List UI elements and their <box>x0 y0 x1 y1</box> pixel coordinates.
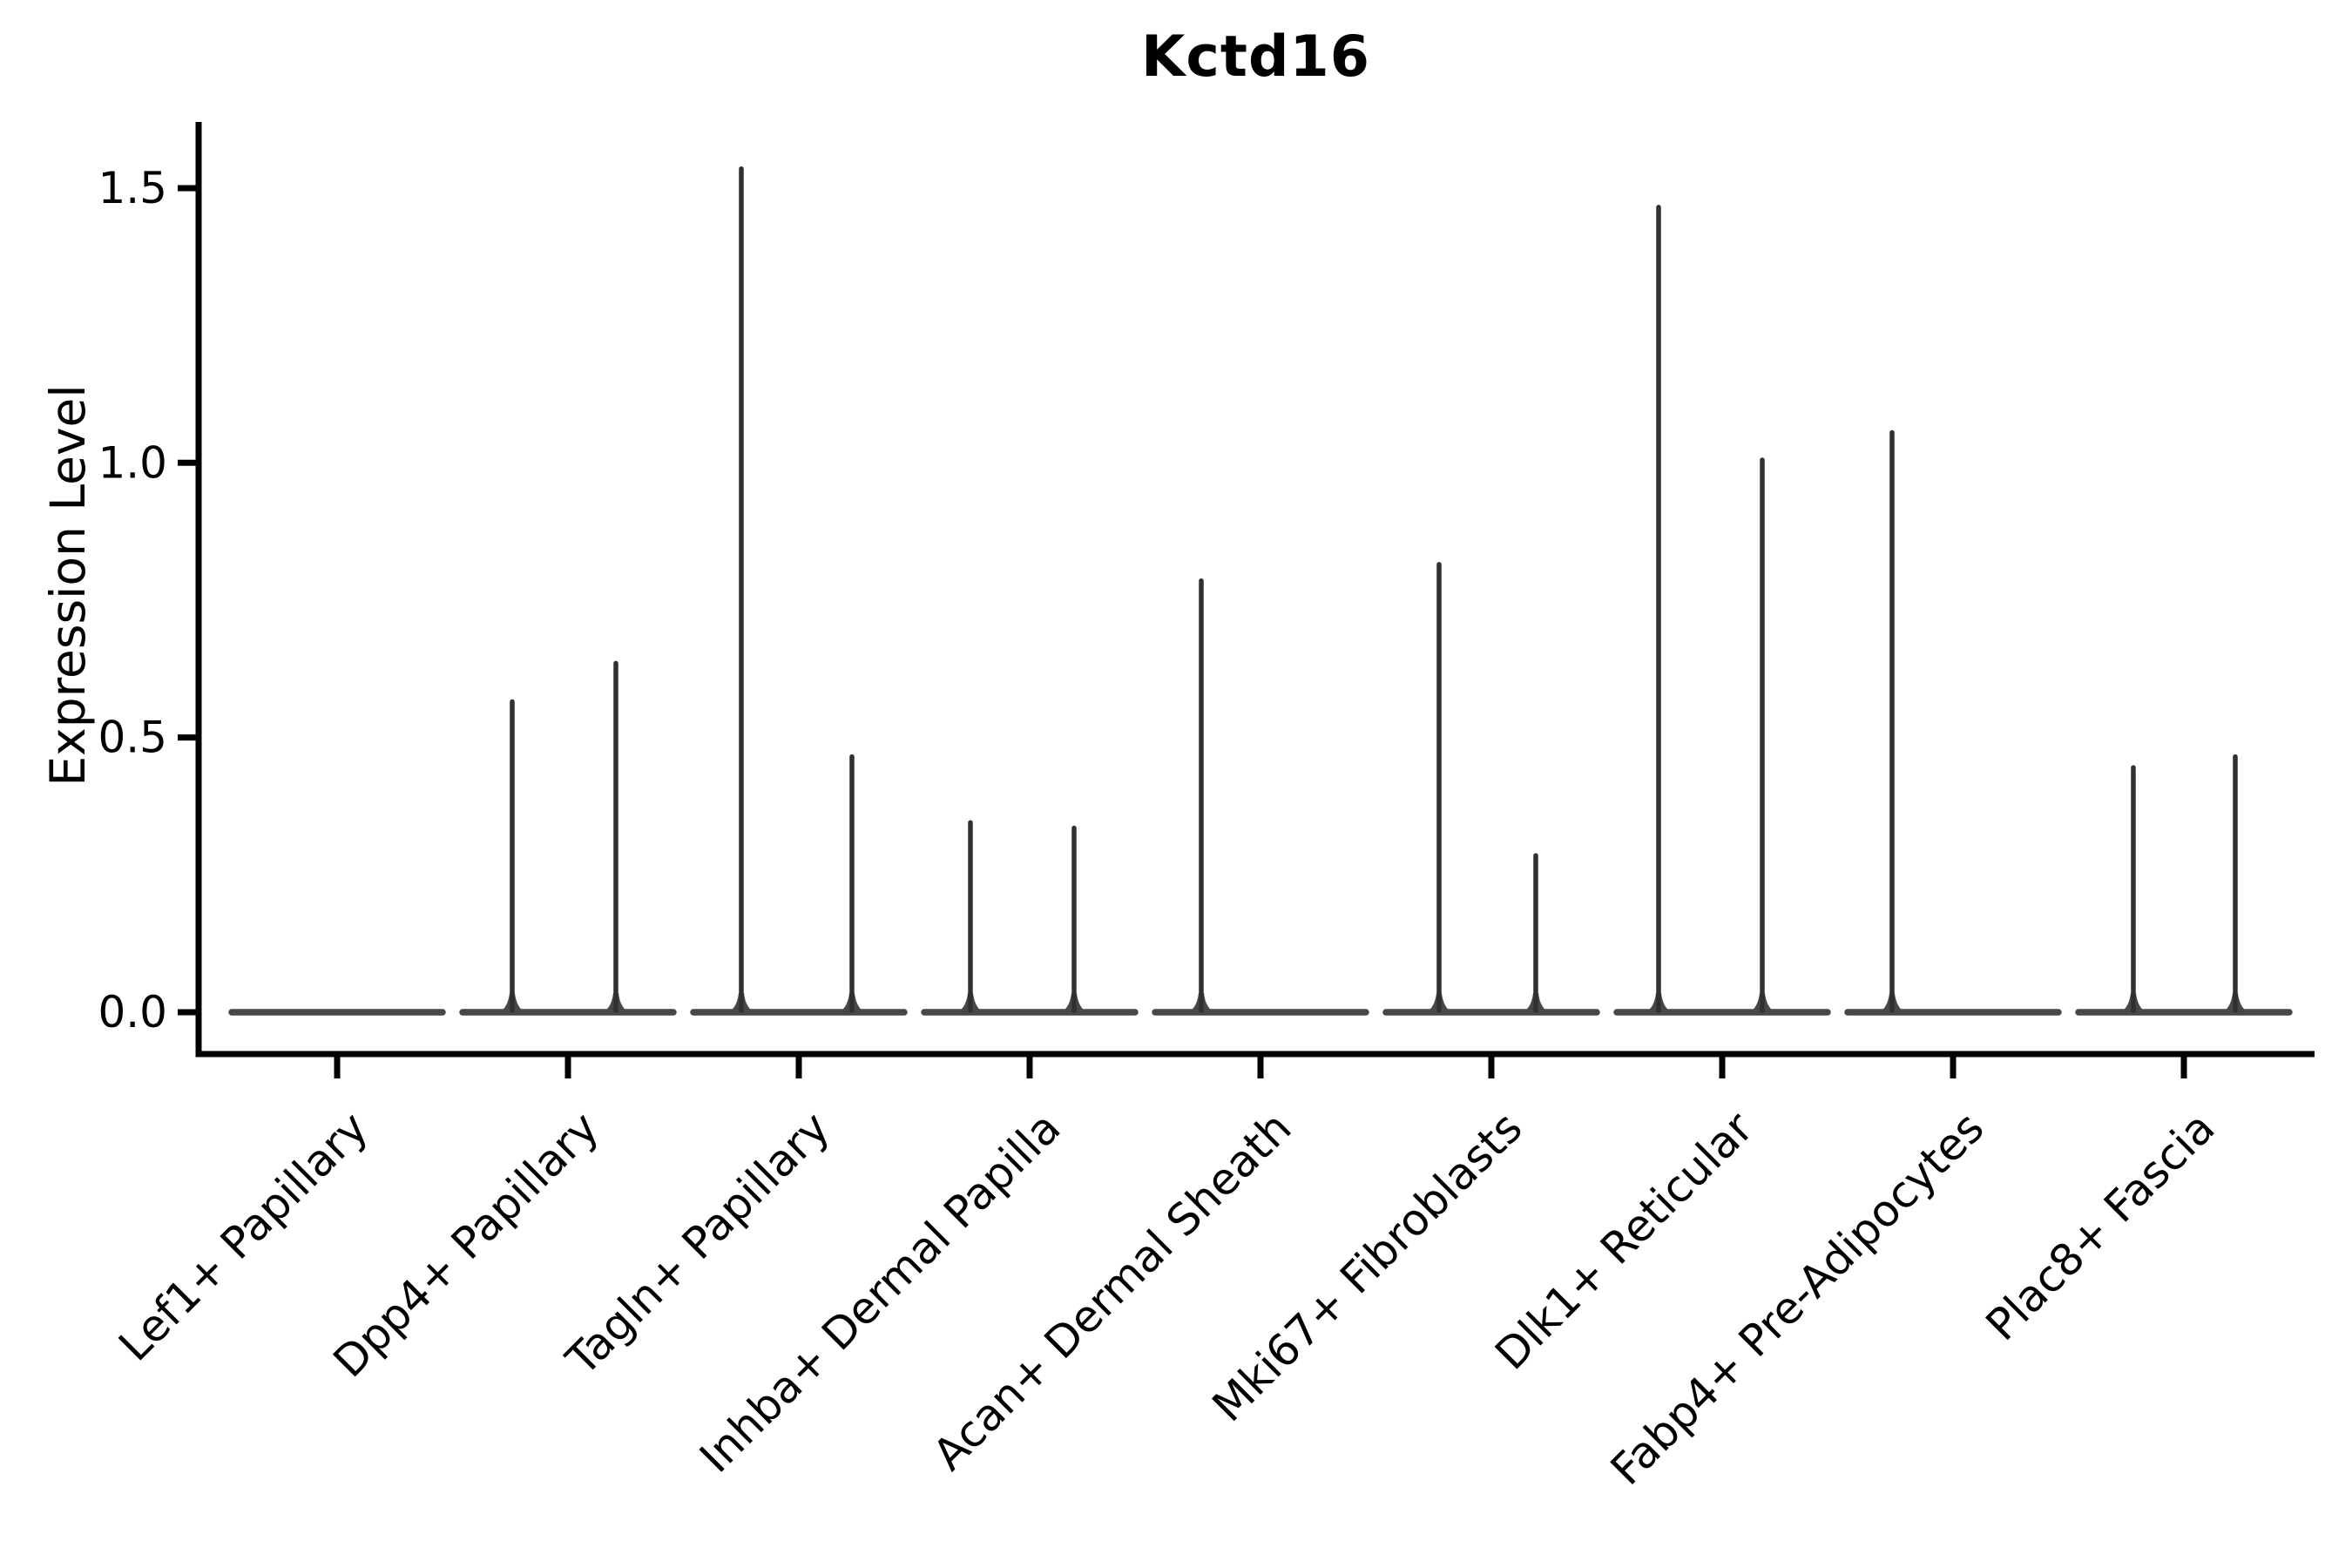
x-tick-label-7: Fabp4+ Pre-Adipocytes <box>1601 1102 1994 1495</box>
chart-title: Kctd16 <box>1141 24 1370 90</box>
y-tick-label-2: 1.0 <box>98 437 167 488</box>
y-tick-label-3: 1.5 <box>98 163 167 213</box>
y-axis-label: Expression Level <box>40 384 96 787</box>
x-tick-label-8: Plac8+ Fascia <box>1977 1102 2225 1350</box>
y-tick-label-1: 0.5 <box>98 713 167 763</box>
x-tick-label-0: Lef1+ Papillary <box>109 1102 377 1370</box>
y-tick-label-0: 0.0 <box>98 987 167 1037</box>
